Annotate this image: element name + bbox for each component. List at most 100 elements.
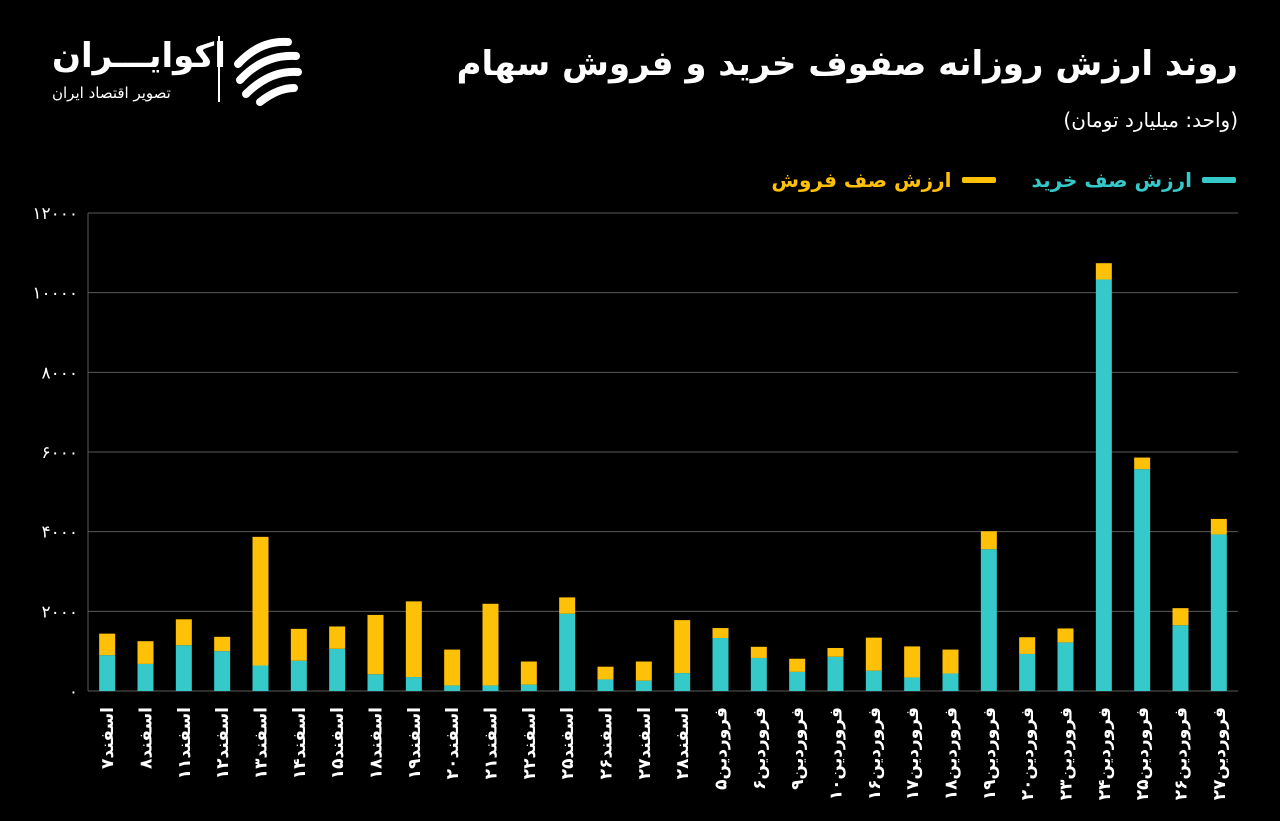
bar-sell: [405, 601, 422, 678]
x-tick-label: فروردین۱۹: [980, 707, 1000, 800]
y-tick-label: ۶۰۰۰: [41, 443, 78, 463]
logo-name: اکوایـــران: [52, 36, 226, 76]
y-tick-label: ۱۰۰۰۰: [32, 284, 78, 304]
bar-buy: [1134, 469, 1151, 691]
x-tick-label: فروردین۱۶: [865, 707, 885, 800]
bar-buy: [1210, 534, 1227, 691]
bar-sell: [367, 614, 384, 675]
bar-sell: [99, 633, 116, 656]
logo-divider: [218, 36, 220, 102]
bar-buy: [137, 663, 154, 691]
bar-buy: [175, 645, 192, 691]
x-tick-label: اسفند۲۸: [673, 707, 693, 779]
bar-sell: [597, 666, 614, 680]
bar-sell: [214, 636, 231, 652]
x-tick-label: فروردین۱۸: [942, 707, 962, 800]
x-tick-label: اسفند۲۵: [558, 707, 578, 779]
logo-mark-icon: [234, 37, 302, 106]
bar-sell: [980, 531, 997, 550]
bar-sell: [482, 603, 499, 686]
x-tick-label: فروردین۱۰: [827, 707, 847, 800]
bar-buy: [980, 549, 997, 691]
bar-buy: [482, 685, 499, 691]
legend-label-sell: ارزش صف فروش: [771, 168, 952, 192]
x-tick-label: اسفند۲۰: [443, 707, 463, 779]
bar-sell: [827, 647, 844, 657]
x-tick-label: فروردین۶: [750, 707, 770, 790]
bar-buy: [405, 677, 422, 691]
bar-sell: [942, 649, 959, 674]
x-tick-label: اسفند۷: [98, 707, 118, 769]
bar-sell: [559, 597, 576, 614]
bar-sell: [252, 536, 269, 666]
bar-buy: [1172, 625, 1189, 691]
y-tick-label: ۴۰۰۰: [41, 523, 78, 543]
bar-buy: [674, 673, 691, 691]
x-tick-label: اسفند۱۵: [328, 707, 348, 779]
x-tick-label: فروردین۲۴: [1095, 707, 1115, 800]
bar-buy: [904, 677, 921, 691]
bar-sell: [1057, 628, 1074, 643]
x-tick-label: فروردین۲۳: [1057, 707, 1077, 800]
bar-sell: [635, 661, 652, 681]
y-tick-label: ۲۰۰۰: [41, 602, 78, 622]
x-tick-label: اسفند۱۴: [290, 707, 310, 779]
x-tick-label: فروردین۹: [788, 707, 808, 790]
bar-sell: [1019, 637, 1036, 654]
x-tick-label: اسفند۲۱: [482, 707, 502, 779]
bar-buy: [520, 684, 537, 691]
x-tick-label: اسفند۸: [137, 707, 157, 769]
legend: ارزش صف خرید ارزش صف فروش: [771, 168, 1236, 192]
bar-buy: [1057, 642, 1074, 691]
bar-buy: [750, 657, 767, 691]
x-tick-label: فروردین۲۷: [1210, 707, 1230, 800]
x-tick-label: فروردین۲۵: [1133, 707, 1153, 800]
bar-sell: [789, 658, 806, 672]
bar-sell: [674, 620, 691, 674]
bar-sell: [175, 619, 192, 646]
x-tick-label: اسفند۱۳: [252, 707, 272, 779]
legend-label-buy: ارزش صف خرید: [1031, 168, 1192, 192]
bar-buy: [942, 673, 959, 691]
x-tick-label: اسفند۱۱: [175, 707, 195, 779]
bar-buy: [329, 648, 346, 691]
bar-buy: [827, 656, 844, 691]
y-tick-label: ۱۲۰۰۰: [32, 204, 78, 224]
legend-item-buy: ارزش صف خرید: [1032, 168, 1236, 192]
bar-sell: [444, 649, 461, 686]
bar-sell: [137, 641, 154, 664]
bar-buy: [99, 655, 116, 691]
x-tick-label: فروردین۱۷: [903, 707, 923, 800]
bar-buy: [712, 638, 729, 691]
bar-sell: [712, 628, 729, 639]
bar-buy: [597, 679, 614, 691]
bar-sell: [1172, 608, 1189, 626]
bar-sell: [865, 637, 882, 671]
bar-buy: [290, 660, 307, 691]
x-tick-label: اسفند۲۶: [597, 707, 617, 779]
bar-sell: [750, 646, 767, 658]
bar-buy: [444, 685, 461, 691]
legend-swatch-sell: [961, 177, 996, 183]
bar-buy: [789, 671, 806, 691]
bar-sell: [290, 628, 307, 661]
x-tick-label: اسفند۱۲: [213, 707, 233, 779]
bar-buy: [865, 670, 882, 691]
chart-title: روند ارزش روزانه صفوف خرید و فروش سهام: [456, 44, 1238, 84]
bar-sell: [1095, 263, 1112, 280]
x-tick-label: اسفند۲۷: [635, 707, 655, 779]
bar-sell: [1210, 518, 1227, 535]
x-tick-label: اسفند۲۲: [520, 707, 540, 779]
y-tick-label: ۰: [69, 682, 78, 702]
bar-sell: [1134, 457, 1151, 470]
x-tick-label: فروردین۲۶: [1172, 707, 1192, 800]
bar-buy: [1019, 653, 1036, 691]
x-tick-label: فروردین۲۰: [1018, 707, 1038, 800]
legend-swatch-buy: [1202, 177, 1236, 183]
bar-sell: [520, 661, 537, 685]
logo: اکوایـــران تصویر اقتصاد ایران: [40, 30, 320, 110]
bar-buy: [367, 674, 384, 691]
bar-buy: [1095, 279, 1112, 691]
bar-sell: [329, 626, 346, 649]
